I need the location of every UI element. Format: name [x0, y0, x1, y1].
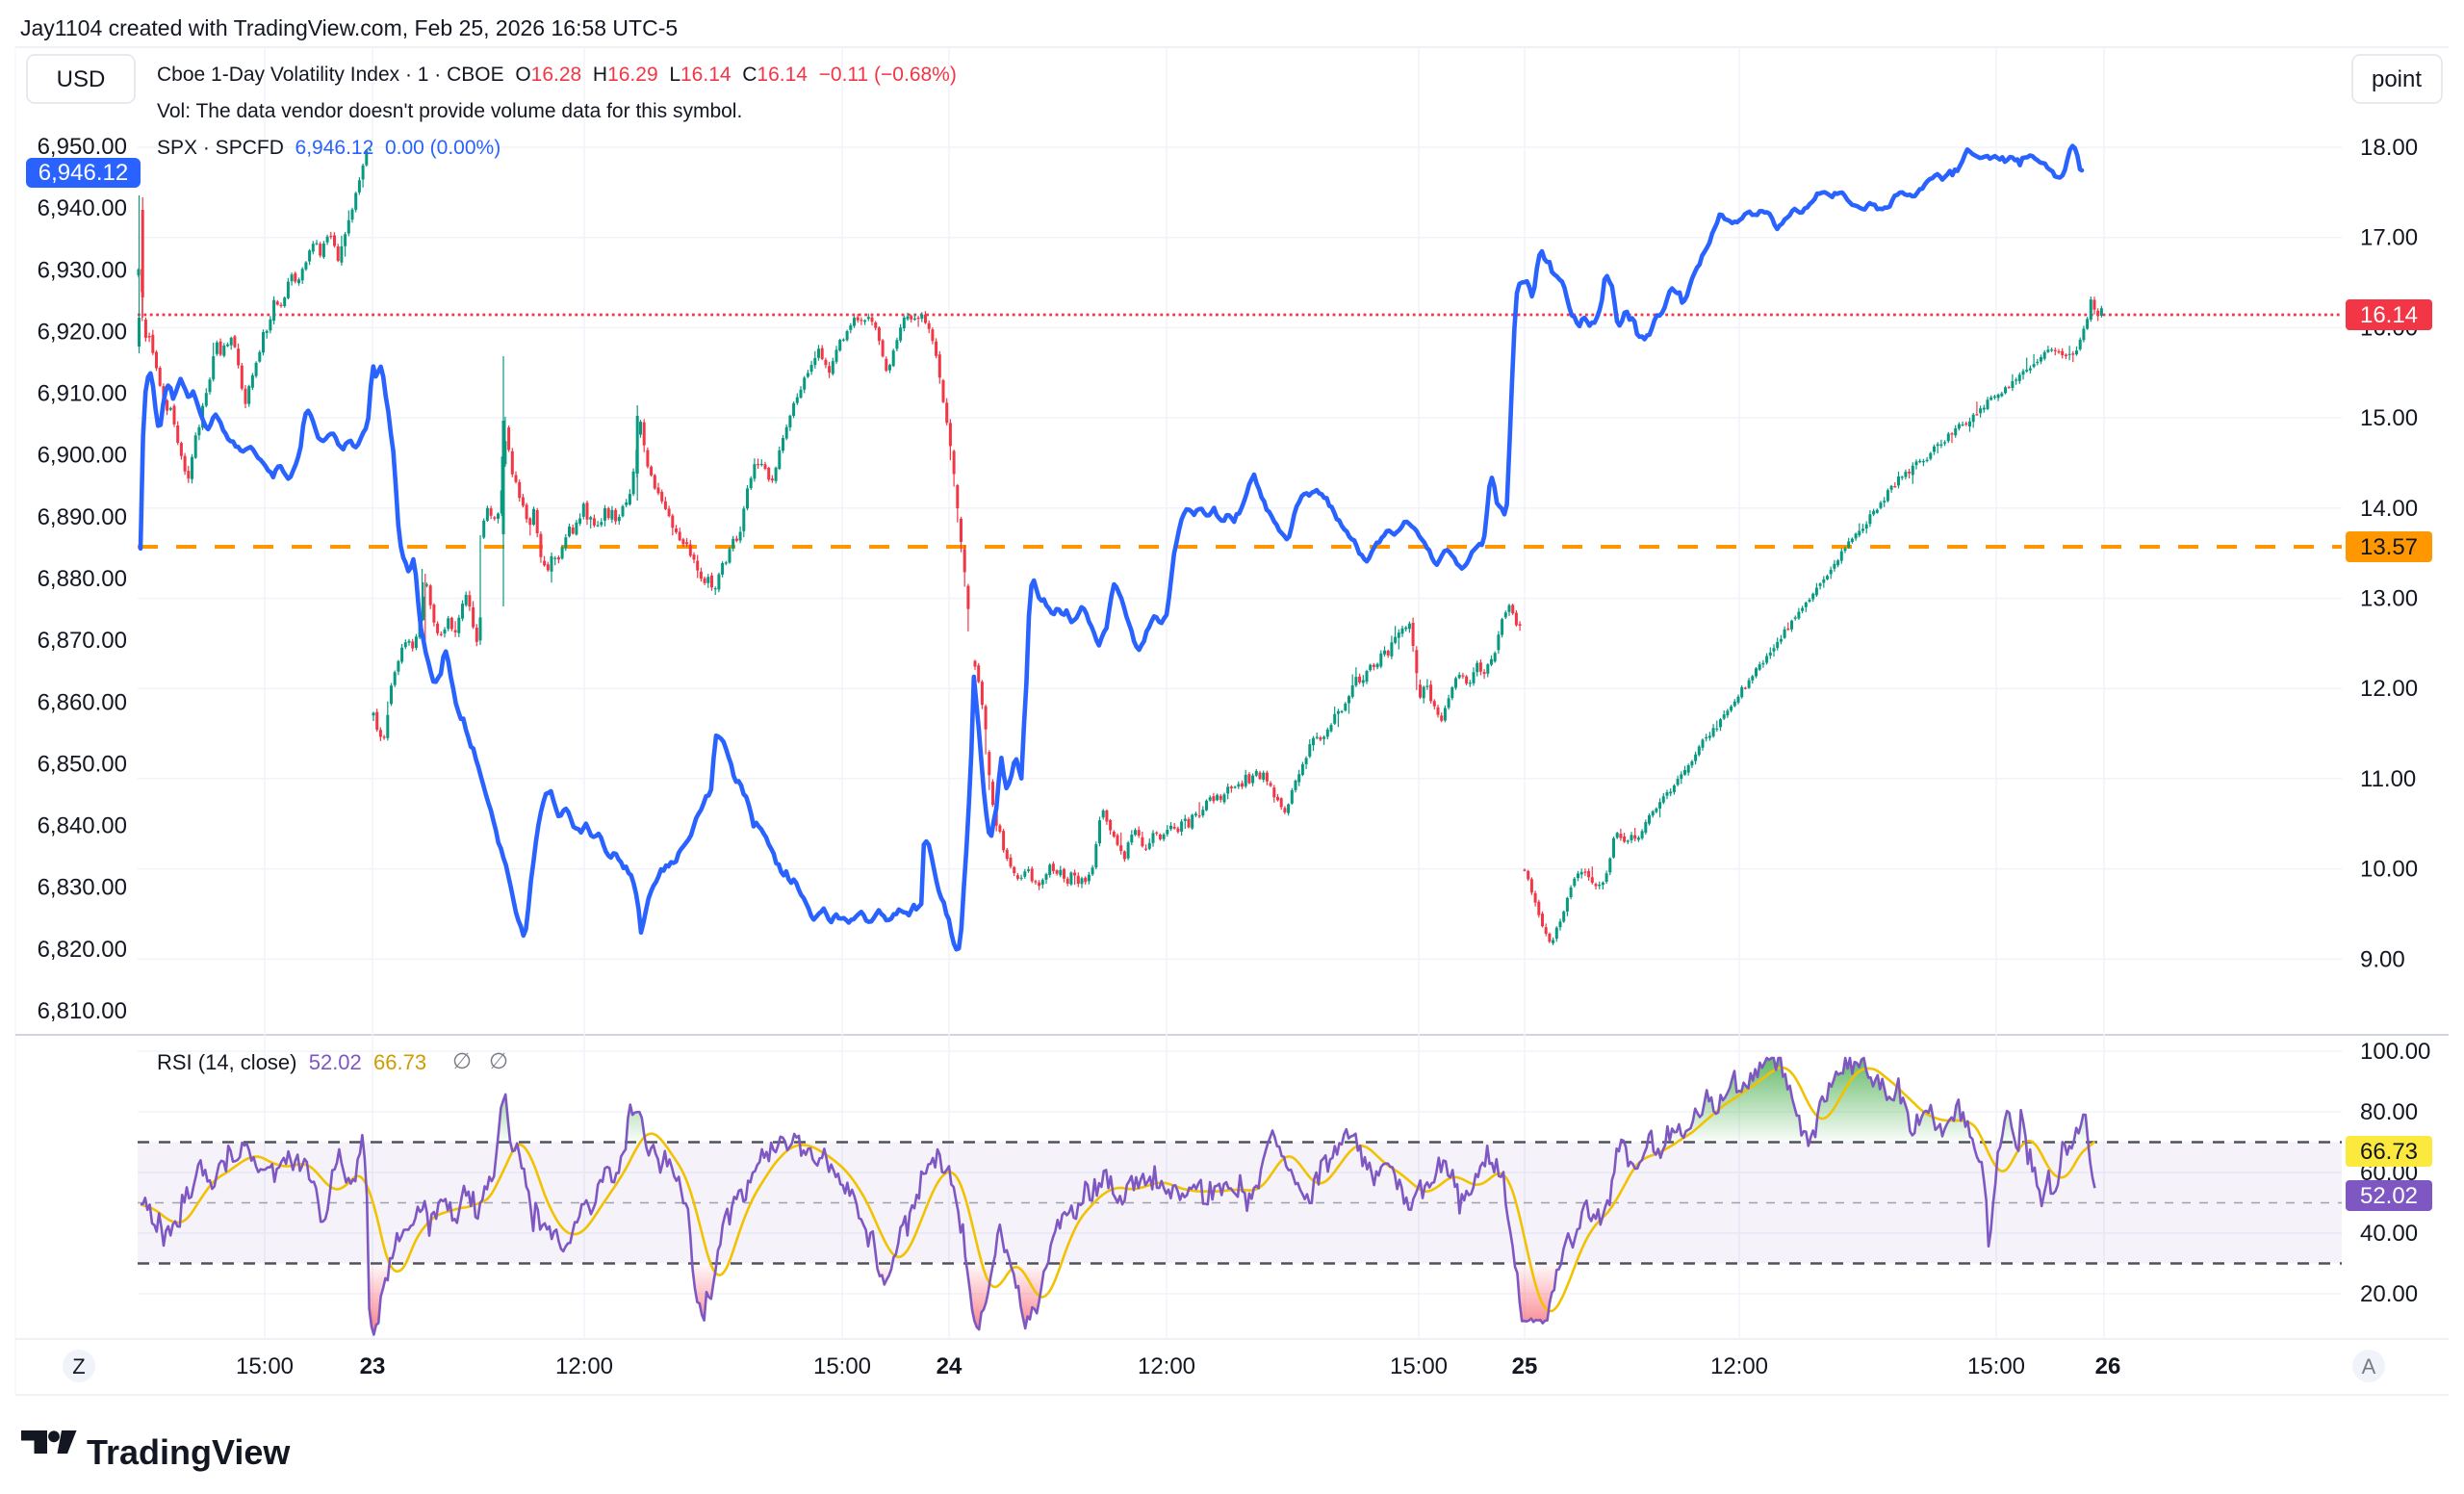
svg-text:Z: Z — [72, 1354, 85, 1378]
svg-text:12.00: 12.00 — [2360, 676, 2418, 702]
svg-text:9.00: 9.00 — [2360, 946, 2405, 972]
svg-text:12:00: 12:00 — [555, 1353, 613, 1379]
svg-text:24: 24 — [937, 1353, 962, 1379]
svg-text:15:00: 15:00 — [236, 1353, 294, 1379]
svg-text:6,830.00: 6,830.00 — [38, 875, 127, 901]
svg-text:6,890.00: 6,890.00 — [38, 504, 127, 530]
svg-text:20.00: 20.00 — [2360, 1281, 2418, 1307]
svg-text:∅: ∅ — [489, 1048, 508, 1073]
svg-text:SPX · SPCFD 6,946.12 0.00 (0: SPX · SPCFD 6,946.12 0.00 (0.00%) — [157, 137, 500, 159]
svg-text:point: point — [2372, 66, 2422, 92]
svg-text:10.00: 10.00 — [2360, 857, 2418, 883]
svg-text:6,850.00: 6,850.00 — [38, 751, 127, 777]
svg-text:USD: USD — [57, 66, 106, 92]
svg-text:12:00: 12:00 — [1710, 1353, 1768, 1379]
svg-text:Vol: The data vendor doesn't p: Vol: The data vendor doesn't provide vol… — [157, 100, 742, 122]
svg-text:6,810.00: 6,810.00 — [38, 998, 127, 1024]
svg-text:100.00: 100.00 — [2360, 1039, 2430, 1065]
svg-text:6,920.00: 6,920.00 — [38, 319, 127, 345]
svg-text:12:00: 12:00 — [1138, 1353, 1195, 1379]
svg-text:15:00: 15:00 — [1967, 1353, 2025, 1379]
svg-text:15:00: 15:00 — [1390, 1353, 1448, 1379]
svg-text:6,946.12: 6,946.12 — [38, 160, 128, 186]
svg-text:6,950.00: 6,950.00 — [38, 134, 127, 160]
svg-text:TradingView: TradingView — [87, 1432, 291, 1472]
svg-text:6,900.00: 6,900.00 — [38, 443, 127, 469]
svg-text:52.02: 52.02 — [2360, 1183, 2418, 1209]
svg-text:6,820.00: 6,820.00 — [38, 937, 127, 963]
svg-text:25: 25 — [1512, 1353, 1538, 1379]
svg-text:23: 23 — [360, 1353, 386, 1379]
svg-text:66.73: 66.73 — [2360, 1139, 2418, 1165]
svg-text:17.00: 17.00 — [2360, 225, 2418, 251]
svg-text:13.57: 13.57 — [2360, 534, 2418, 560]
svg-text:Jay1104 created with TradingVi: Jay1104 created with TradingView.com, Fe… — [20, 15, 678, 40]
svg-text:15.00: 15.00 — [2360, 405, 2418, 431]
svg-text:40.00: 40.00 — [2360, 1221, 2418, 1247]
svg-text:6,880.00: 6,880.00 — [38, 566, 127, 592]
svg-text:26: 26 — [2095, 1353, 2121, 1379]
svg-text:6,930.00: 6,930.00 — [38, 257, 127, 283]
svg-text:6,910.00: 6,910.00 — [38, 381, 127, 407]
svg-text:RSI (14, close) 52.02 66.73: RSI (14, close) 52.02 66.73 — [157, 1050, 426, 1074]
svg-text:6,840.00: 6,840.00 — [38, 813, 127, 839]
svg-text:13.00: 13.00 — [2360, 586, 2418, 612]
svg-text:11.00: 11.00 — [2360, 766, 2416, 792]
svg-text:6,860.00: 6,860.00 — [38, 689, 127, 715]
svg-text:A: A — [2362, 1354, 2376, 1378]
svg-text:16.14: 16.14 — [2360, 302, 2418, 328]
svg-text:6,940.00: 6,940.00 — [38, 195, 127, 221]
svg-text:6,870.00: 6,870.00 — [38, 628, 127, 654]
svg-text:80.00: 80.00 — [2360, 1099, 2418, 1125]
svg-text:18.00: 18.00 — [2360, 135, 2418, 161]
svg-text:Cboe 1-Day Volatility Index ·: Cboe 1-Day Volatility Index · 1 · CBOE O… — [157, 64, 957, 86]
svg-text:15:00: 15:00 — [813, 1353, 871, 1379]
svg-text:∅: ∅ — [452, 1048, 472, 1073]
svg-text:14.00: 14.00 — [2360, 496, 2418, 522]
